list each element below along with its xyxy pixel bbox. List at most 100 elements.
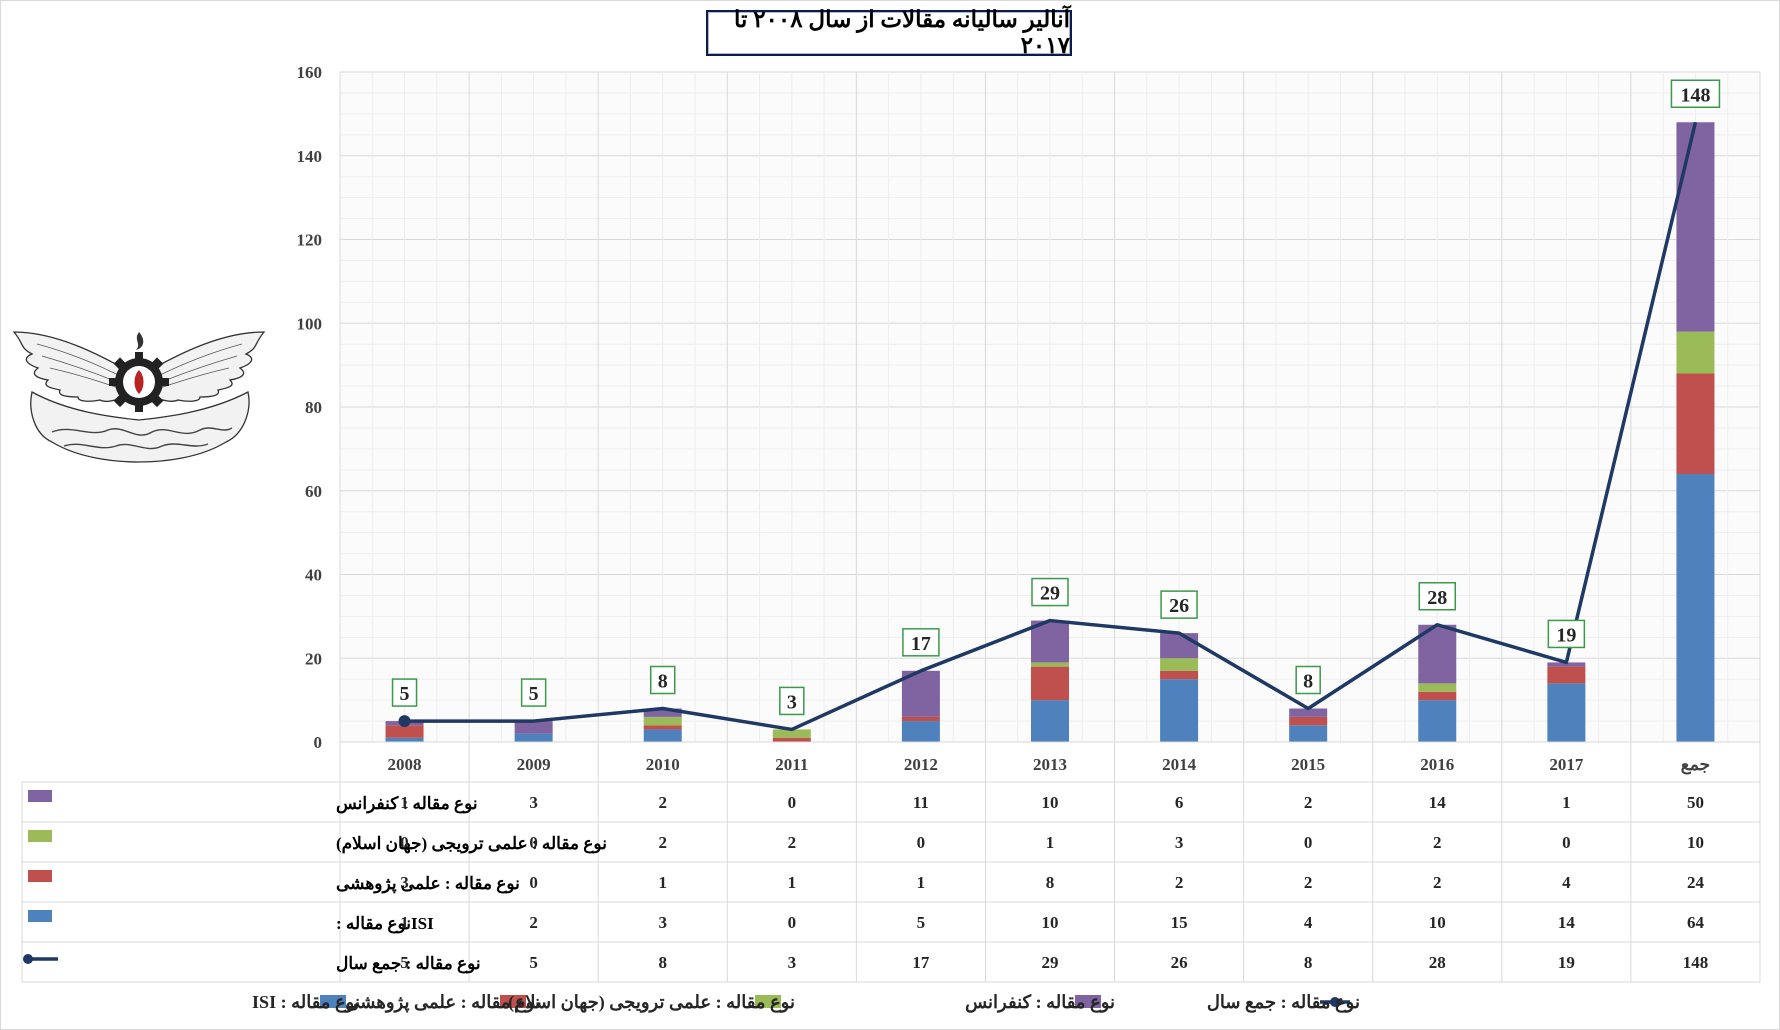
data-label: 148 xyxy=(1680,84,1710,106)
bar-promotional xyxy=(1676,331,1715,374)
table-cell: 28 xyxy=(1429,953,1446,972)
x-category-label: 2009 xyxy=(517,755,551,774)
winged-gear-emblem-icon xyxy=(12,331,266,463)
bar-conference xyxy=(1547,662,1586,667)
data-label-box xyxy=(779,686,805,716)
y-tick-label: 100 xyxy=(297,314,323,333)
data-label-box xyxy=(1031,577,1069,607)
row-key-swatch xyxy=(28,870,52,882)
table-cell: 3 xyxy=(1175,833,1184,852)
table-cell: 10 xyxy=(1687,833,1704,852)
table-cell: 50 xyxy=(1687,793,1704,812)
table-cell: 8 xyxy=(1304,953,1313,972)
y-tick-label: 40 xyxy=(305,566,322,585)
x-category-label: 2015 xyxy=(1291,755,1325,774)
row-key-swatch xyxy=(28,910,52,922)
x-category-label: جمع xyxy=(1681,755,1710,775)
bar-isi xyxy=(643,729,682,742)
bar-research xyxy=(643,725,682,730)
bar-isi xyxy=(1547,683,1586,742)
x-category-label: 2008 xyxy=(388,755,422,774)
data-label-box xyxy=(520,678,547,707)
bar-promotional xyxy=(643,716,682,726)
data-label: 26 xyxy=(1169,595,1189,617)
table-cell: 5 xyxy=(917,913,926,932)
bar-promotional xyxy=(1031,662,1069,667)
data-label: 8 xyxy=(658,671,668,693)
table-cell: 2 xyxy=(529,913,538,932)
table-cell: 3 xyxy=(400,873,409,892)
table-cell: 10 xyxy=(1429,913,1446,932)
table-cell: 64 xyxy=(1687,913,1705,932)
bar-research xyxy=(1418,691,1457,701)
table-cell: 1 xyxy=(400,793,409,812)
data-label: 5 xyxy=(400,683,410,705)
row-key-marker xyxy=(23,954,33,964)
x-category-label: 2017 xyxy=(1549,755,1584,774)
data-label: 8 xyxy=(1303,671,1313,693)
row-key-swatch xyxy=(28,830,52,842)
data-label: 29 xyxy=(1040,583,1060,605)
table-cell: 8 xyxy=(658,953,667,972)
bar-promotional xyxy=(1160,658,1199,671)
table-cell: 14 xyxy=(1558,913,1576,932)
bar-conference xyxy=(1031,620,1069,663)
table-cell: 0 xyxy=(400,833,409,852)
bar-isi xyxy=(1031,700,1069,742)
table-cell: 4 xyxy=(1562,873,1571,892)
table-row-label: نوع مقاله : کنفرانس xyxy=(336,794,478,814)
table-cell: 0 xyxy=(1562,833,1571,852)
x-category-label: 2011 xyxy=(775,755,808,774)
table-cell: 1 xyxy=(400,913,409,932)
chart-title-text: آنالیر سالیانه مقالات از سال ۲۰۰۸ تا ۲۰۱… xyxy=(734,7,1070,58)
table-cell: 10 xyxy=(1042,913,1059,932)
bar-isi xyxy=(385,737,424,742)
table-cell: 5 xyxy=(529,953,538,972)
table-cell: 19 xyxy=(1558,953,1575,972)
y-tick-label: 140 xyxy=(297,147,323,166)
bar-research xyxy=(1160,670,1199,680)
legend-label: نوع مقاله : کنفرانس xyxy=(965,992,1115,1013)
row-key-swatch xyxy=(28,790,52,802)
table-cell: 4 xyxy=(1304,913,1313,932)
data-labels: 5 5 8 3 17 29 26 8 28 19 148 xyxy=(391,79,1721,716)
table-cell: 3 xyxy=(788,953,797,972)
legend-key-swatch xyxy=(320,995,346,1008)
table-cell: 11 xyxy=(913,793,929,812)
bar-research xyxy=(901,716,940,722)
table-cell: 2 xyxy=(658,833,667,852)
bar-conference xyxy=(901,670,940,717)
data-label-box xyxy=(1547,619,1586,649)
legend-key-swatch xyxy=(500,995,526,1008)
y-tick-label: 160 xyxy=(297,63,323,82)
table-cell: 0 xyxy=(917,833,926,852)
bar-promotional xyxy=(1418,683,1457,692)
bar-isi xyxy=(1289,725,1328,742)
data-label-box xyxy=(902,628,940,657)
data-label-box xyxy=(1670,79,1721,108)
table-cell: 2 xyxy=(658,793,667,812)
table-cell: 24 xyxy=(1687,873,1705,892)
bar-conference xyxy=(1676,122,1715,332)
table-cell: 0 xyxy=(1304,833,1313,852)
y-tick-label: 80 xyxy=(305,398,322,417)
bar-conference xyxy=(1289,708,1328,717)
table-cell: 2 xyxy=(1175,873,1184,892)
data-label-box xyxy=(1295,665,1321,695)
y-tick-label: 20 xyxy=(305,649,322,668)
y-tick-label: 120 xyxy=(297,231,323,250)
data-label: 5 xyxy=(529,683,539,705)
total-line xyxy=(404,121,1698,732)
bar-research xyxy=(1289,716,1328,726)
table-row-label: نوع مقاله : علمی پژوهشی xyxy=(336,874,520,894)
table-row-label: نوع مقاله : جمع سال xyxy=(336,954,481,974)
x-category-label: 2016 xyxy=(1420,755,1454,774)
data-label: 17 xyxy=(911,633,931,655)
legend-label: نوع مقاله : ISI xyxy=(252,992,360,1013)
table-cell: 148 xyxy=(1683,953,1709,972)
x-category-label: 2013 xyxy=(1033,755,1067,774)
table-cell: 2 xyxy=(1433,873,1442,892)
bar-promotional xyxy=(772,729,811,738)
table-cell: 14 xyxy=(1429,793,1447,812)
